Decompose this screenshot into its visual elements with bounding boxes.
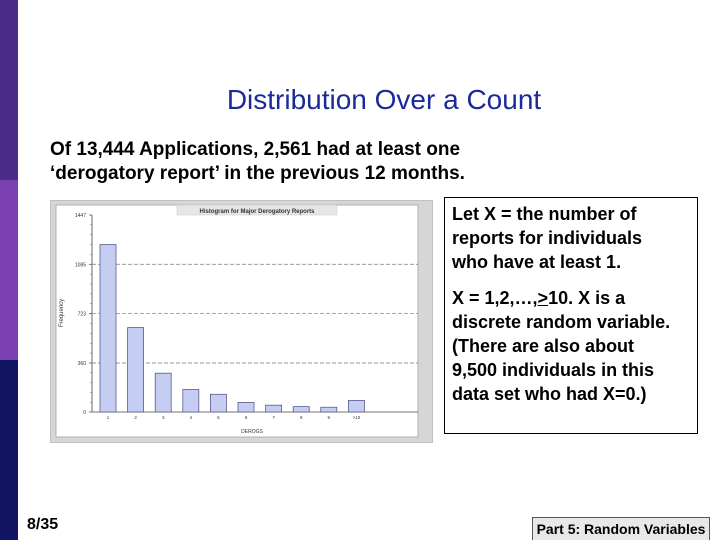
callout-line: (There are also about xyxy=(452,336,635,356)
callout-line: data set who had X=0.) xyxy=(452,384,647,404)
y-tick-label: 1447 xyxy=(75,213,86,219)
x-axis-label: DEROGS xyxy=(241,429,263,435)
y-tick-label: 1085 xyxy=(75,262,86,268)
x-tick-label: 5 xyxy=(217,415,220,420)
bars xyxy=(99,244,365,413)
side-bar-top xyxy=(0,0,18,180)
chart-title-band xyxy=(176,204,338,216)
x-tick-label: 1 xyxy=(107,415,110,420)
callout-line: discrete random variable. xyxy=(452,312,671,332)
x-tick-label: 4 xyxy=(190,415,193,420)
x-tick-label: >10 xyxy=(353,415,361,420)
x-tick-label: 7 xyxy=(272,415,275,420)
callout-line: 9,500 individuals in this xyxy=(452,360,655,380)
intro-line: Of 13,444 Applications, 2,561 had at lea… xyxy=(50,139,461,160)
callout-text: 10. X is a xyxy=(548,288,626,308)
intro-line: ‘derogatory report’ in the previous 12 m… xyxy=(50,163,465,184)
x-tick-label: 3 xyxy=(162,415,165,420)
callout-line: Let X = the number of xyxy=(452,204,637,224)
x-tick-label: 2 xyxy=(134,415,137,420)
bar xyxy=(265,404,283,413)
footer-section-label: Part 5: Random Variables xyxy=(532,517,710,540)
slide-title: Distribution Over a Count xyxy=(226,84,542,115)
histogram-chart: Histogram for Major Derogatory Reports F… xyxy=(50,200,433,443)
callout-line: who have at least 1. xyxy=(452,252,622,272)
y-axis-label: Frequency xyxy=(59,299,65,327)
callout-underlined-symbol: > xyxy=(537,288,549,308)
bar xyxy=(127,327,145,413)
callout-line: X = 1,2,…,>10. X is a xyxy=(452,286,697,310)
y-ticks: 0 360 723 1085 1447 xyxy=(75,213,92,416)
reference-lines xyxy=(92,263,418,364)
histogram-svg: Histogram for Major Derogatory Reports F… xyxy=(55,204,419,438)
callout-para-1: Let X = the number of reports for indivi… xyxy=(452,202,697,274)
callout-box: Let X = the number of reports for indivi… xyxy=(444,197,698,434)
x-tick-label: 8 xyxy=(300,415,303,420)
callout-line: reports for individuals xyxy=(452,228,643,248)
bar xyxy=(209,393,227,413)
intro-text: Of 13,444 Applications, 2,561 had at lea… xyxy=(50,138,570,186)
chart-title: Histogram for Major Derogatory Reports xyxy=(199,209,315,215)
bar xyxy=(154,372,172,413)
y-tick-label: 0 xyxy=(83,410,86,416)
bar xyxy=(320,406,338,413)
callout-para-2: X = 1,2,…,>10. X is a discrete random va… xyxy=(452,286,697,406)
callout-text: X = 1,2,…, xyxy=(452,288,538,308)
y-tick-label: 360 xyxy=(78,361,87,367)
bar xyxy=(237,402,255,413)
bar xyxy=(292,406,310,413)
bar xyxy=(347,400,365,413)
x-ticks: 1 2 3 4 5 6 7 8 9 >10 xyxy=(107,415,361,420)
bar xyxy=(182,389,200,413)
x-tick-label: 6 xyxy=(245,415,248,420)
y-tick-label: 723 xyxy=(78,312,87,318)
side-bar-bottom xyxy=(0,360,18,540)
bar xyxy=(99,244,117,413)
page-number: 8/35 xyxy=(27,516,59,533)
x-tick-label: 9 xyxy=(328,415,331,420)
side-bar-middle xyxy=(0,180,18,360)
